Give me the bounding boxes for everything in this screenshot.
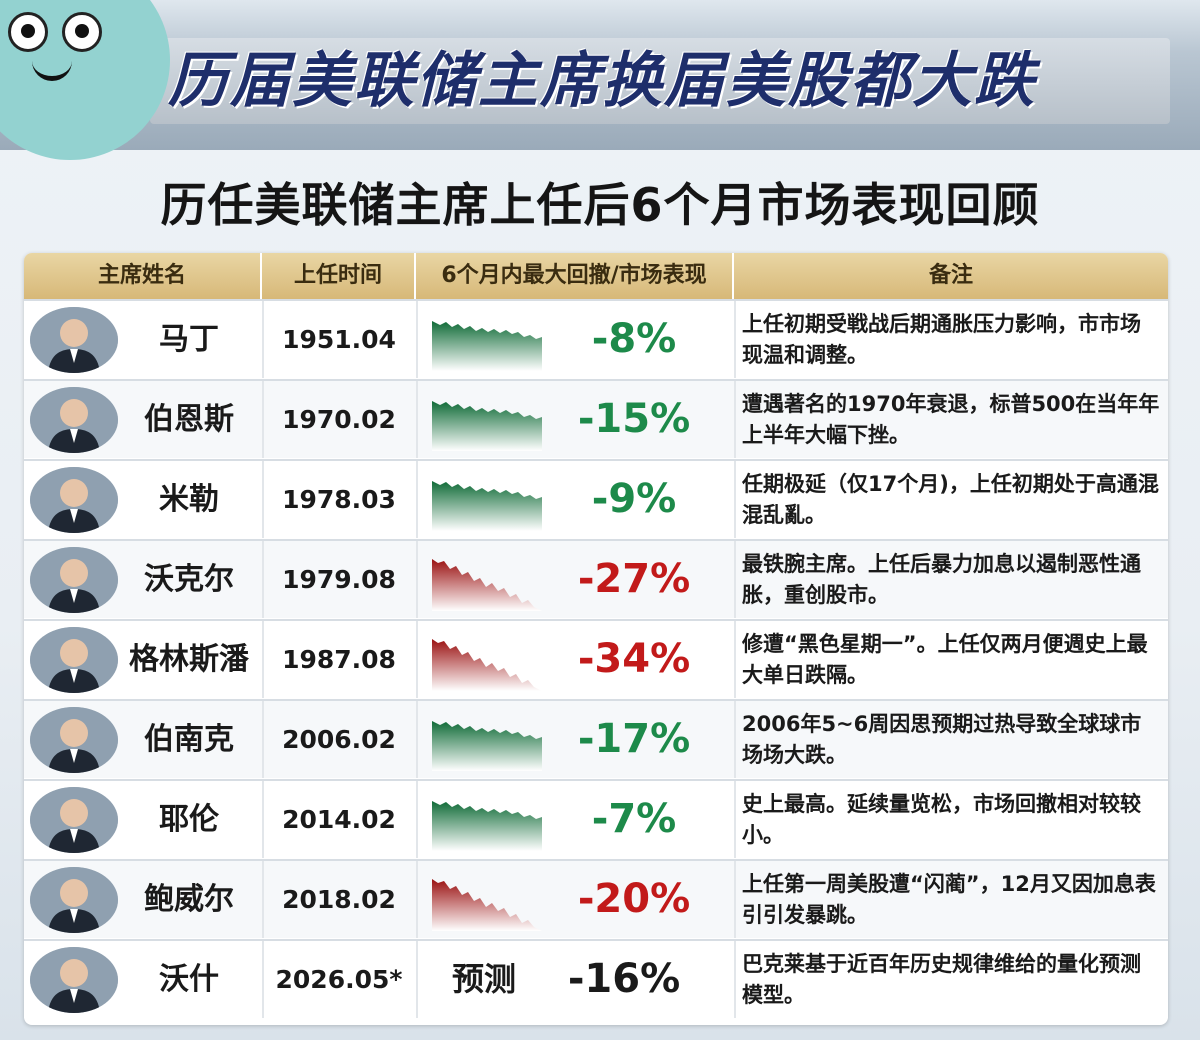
note-text: 上任第一周美股遭“闪蔺”，12月又因加息表引引发暴跳。 bbox=[742, 872, 1156, 927]
note-text: 任期极延（仅17个月)，上任初期处于高通混混乱亂。 bbox=[742, 472, 1159, 527]
start-date: 1978.03 bbox=[282, 485, 396, 514]
smile-icon bbox=[32, 56, 72, 81]
drawdown-sparkline bbox=[432, 879, 542, 931]
eye-icon bbox=[62, 12, 102, 52]
chair-portrait bbox=[30, 947, 118, 1013]
chair-name: 鲍威尔 bbox=[144, 882, 234, 917]
drawdown-sparkline bbox=[432, 481, 542, 531]
note-text: 修遭“黑色星期一”。上任仅两月便週史上最大单日跌隔。 bbox=[742, 632, 1148, 687]
note-text: 上任初期受戦战后期通胀压力影响，市市场现温和调整。 bbox=[742, 312, 1141, 367]
drawdown-sparkline bbox=[432, 401, 542, 451]
start-date: 1951.04 bbox=[282, 325, 396, 354]
drawdown-value: -8% bbox=[591, 316, 677, 362]
drawdown-value: -34% bbox=[577, 636, 691, 682]
table-row: 伯恩斯 1970.02 -15% 遭遇著名的1970年衰退，标普500在当年年上… bbox=[24, 379, 1168, 458]
header-date: 上任时间 bbox=[262, 253, 416, 299]
header-notes: 备注 bbox=[928, 263, 973, 288]
drawdown-sparkline bbox=[432, 801, 542, 851]
header-name: 主席姓名 bbox=[24, 253, 262, 299]
table-row: 伯南克 2006.02 -17% 2006年5~6周因思预期过热导致全球球市场场… bbox=[24, 699, 1168, 778]
start-date: 2014.02 bbox=[282, 805, 396, 834]
table-row: 耶伦 2014.02 -7% 史上最高。延续量览松，市场回撤相对较较小。 bbox=[24, 779, 1168, 858]
drawdown-sparkline bbox=[432, 721, 542, 771]
page-subtitle: 历任美联储主席上任后6个月市场表现回顾 bbox=[160, 178, 1040, 232]
table-row: 沃什 2026.05* 预测 -16% 巴克莱基于近百年历史规律维给的量化预测模… bbox=[24, 939, 1168, 1018]
drawdown-value: -27% bbox=[577, 556, 691, 602]
chair-name: 伯恩斯 bbox=[144, 402, 234, 437]
chair-name: 沃什 bbox=[159, 962, 219, 997]
header-performance: 6个月内最大回撤/市场表现 bbox=[416, 253, 734, 299]
table-row: 米勒 1978.03 -9% 任期极延（仅17个月)，上任初期处于高通混混乱亂。 bbox=[24, 459, 1168, 538]
eye-icon bbox=[8, 12, 48, 52]
drawdown-value: -9% bbox=[591, 476, 677, 522]
title-banner: 历届美联储主席换届美股都大跌 bbox=[0, 0, 1200, 150]
table-header: 主席姓名 上任时间 6个月内最大回撤/市场表现 备注 bbox=[24, 253, 1168, 299]
drawdown-value: -15% bbox=[577, 396, 691, 442]
chair-name: 耶伦 bbox=[159, 802, 219, 837]
banner-title: 历届美联储主席换届美股都大跌 bbox=[168, 46, 1036, 116]
chair-portrait bbox=[30, 307, 118, 373]
table-row: 马丁 1951.04 -8% 上任初期受戦战后期通胀压力影响，市市场现温和调整。 bbox=[24, 299, 1168, 378]
start-date: 2026.05* bbox=[275, 965, 403, 994]
note-text: 最铁腕主席。上任后暴力加息以遏制恶性通胀，重创股市。 bbox=[742, 552, 1141, 607]
smiley-face-icon bbox=[0, 0, 170, 160]
start-date: 1987.08 bbox=[282, 645, 396, 674]
drawdown-value: -16% bbox=[567, 956, 681, 1002]
drawdown-sparkline bbox=[432, 559, 542, 611]
note-text: 巴克莱基于近百年历史规律维给的量化预测模型。 bbox=[742, 952, 1141, 1007]
chair-name: 格林斯潘 bbox=[129, 642, 249, 677]
note-text: 史上最高。延续量览松，市场回撤相对较较小。 bbox=[742, 792, 1141, 847]
chair-portrait bbox=[30, 387, 118, 453]
start-date: 2006.02 bbox=[282, 725, 396, 754]
table-row: 格林斯潘 1987.08 -34% 修遭“黑色星期一”。上任仅两月便週史上最大单… bbox=[24, 619, 1168, 698]
table-row: 沃克尔 1979.08 -27% 最铁腕主席。上任后暴力加息以遏制恶性通胀，重创… bbox=[24, 539, 1168, 618]
chair-portrait bbox=[30, 547, 118, 613]
chair-portrait bbox=[30, 627, 118, 693]
start-date: 1970.02 bbox=[282, 405, 396, 434]
table-row: 鲍威尔 2018.02 -20% 上任第一周美股遭“闪蔺”，12月又因加息表引引… bbox=[24, 859, 1168, 938]
forecast-label: 预测 bbox=[451, 960, 516, 998]
drawdown-value: -17% bbox=[577, 716, 691, 762]
start-date: 2018.02 bbox=[282, 885, 396, 914]
note-text: 遭遇著名的1970年衰退，标普500在当年年上半年大幅下挫。 bbox=[742, 392, 1160, 447]
drawdown-sparkline bbox=[432, 639, 542, 691]
note-text: 2006年5~6周因思预期过热导致全球球市场场大跌。 bbox=[742, 712, 1142, 767]
banner-plate bbox=[150, 38, 1170, 124]
chair-portrait bbox=[30, 707, 118, 773]
chair-portrait bbox=[30, 467, 118, 533]
chair-name: 伯南克 bbox=[144, 722, 234, 757]
drawdown-value: -7% bbox=[591, 796, 677, 842]
chair-name: 米勒 bbox=[159, 482, 219, 517]
start-date: 1979.08 bbox=[282, 565, 396, 594]
chair-portrait bbox=[30, 787, 118, 853]
fed-chair-table: 主席姓名 上任时间 6个月内最大回撤/市场表现 备注 马丁 1951.04 bbox=[24, 253, 1168, 1025]
drawdown-value: -20% bbox=[577, 876, 691, 922]
chair-portrait bbox=[30, 867, 118, 933]
drawdown-sparkline bbox=[432, 321, 542, 371]
chair-name: 马丁 bbox=[159, 322, 219, 357]
chair-name: 沃克尔 bbox=[144, 562, 234, 597]
